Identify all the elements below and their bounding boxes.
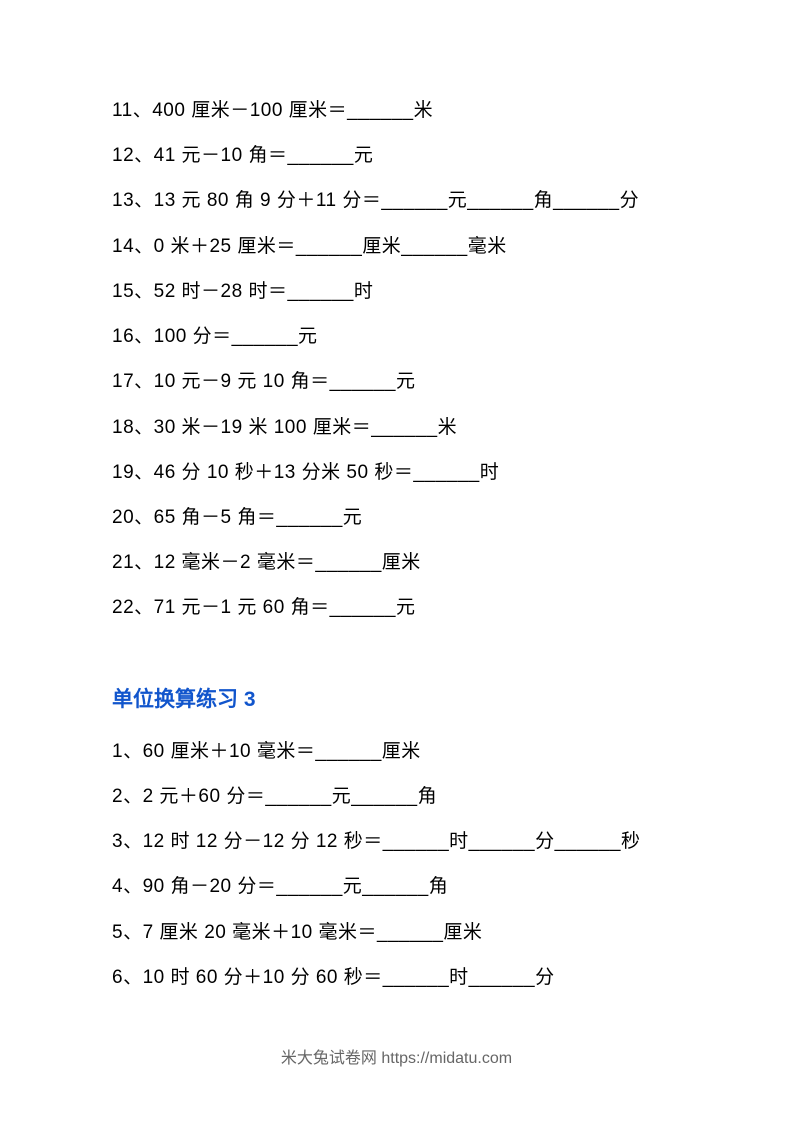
question-item: 22、71 元－1 元 60 角＝______元 — [112, 585, 681, 630]
section-1-questions: 11、400 厘米－100 厘米＝______米 12、41 元－10 角＝__… — [112, 88, 681, 631]
question-item: 21、12 毫米－2 毫米＝______厘米 — [112, 540, 681, 585]
question-item: 11、400 厘米－100 厘米＝______米 — [112, 88, 681, 133]
question-item: 12、41 元－10 角＝______元 — [112, 133, 681, 178]
question-item: 16、100 分＝______元 — [112, 314, 681, 359]
question-item: 15、52 时－28 时＝______时 — [112, 269, 681, 314]
section-2-questions: 1、60 厘米＋10 毫米＝______厘米 2、2 元＋60 分＝______… — [112, 729, 681, 1000]
page-footer: 米大兔试卷网 https://midatu.com — [0, 1044, 793, 1068]
question-item: 13、13 元 80 角 9 分＋11 分＝______元______角____… — [112, 178, 681, 223]
question-item: 19、46 分 10 秒＋13 分米 50 秒＝______时 — [112, 450, 681, 495]
question-item: 4、90 角－20 分＝______元______角 — [112, 864, 681, 909]
question-item: 18、30 米－19 米 100 厘米＝______米 — [112, 405, 681, 450]
question-item: 3、12 时 12 分－12 分 12 秒＝______时______分____… — [112, 819, 681, 864]
section-2-title: 单位换算练习 3 — [112, 679, 681, 721]
question-item: 2、2 元＋60 分＝______元______角 — [112, 774, 681, 819]
question-item: 14、0 米＋25 厘米＝______厘米______毫米 — [112, 224, 681, 269]
question-item: 17、10 元－9 元 10 角＝______元 — [112, 359, 681, 404]
question-item: 6、10 时 60 分＋10 分 60 秒＝______时______分 — [112, 955, 681, 1000]
document-content: 11、400 厘米－100 厘米＝______米 12、41 元－10 角＝__… — [0, 0, 793, 1000]
question-item: 20、65 角－5 角＝______元 — [112, 495, 681, 540]
question-item: 5、7 厘米 20 毫米＋10 毫米＝______厘米 — [112, 910, 681, 955]
question-item: 1、60 厘米＋10 毫米＝______厘米 — [112, 729, 681, 774]
